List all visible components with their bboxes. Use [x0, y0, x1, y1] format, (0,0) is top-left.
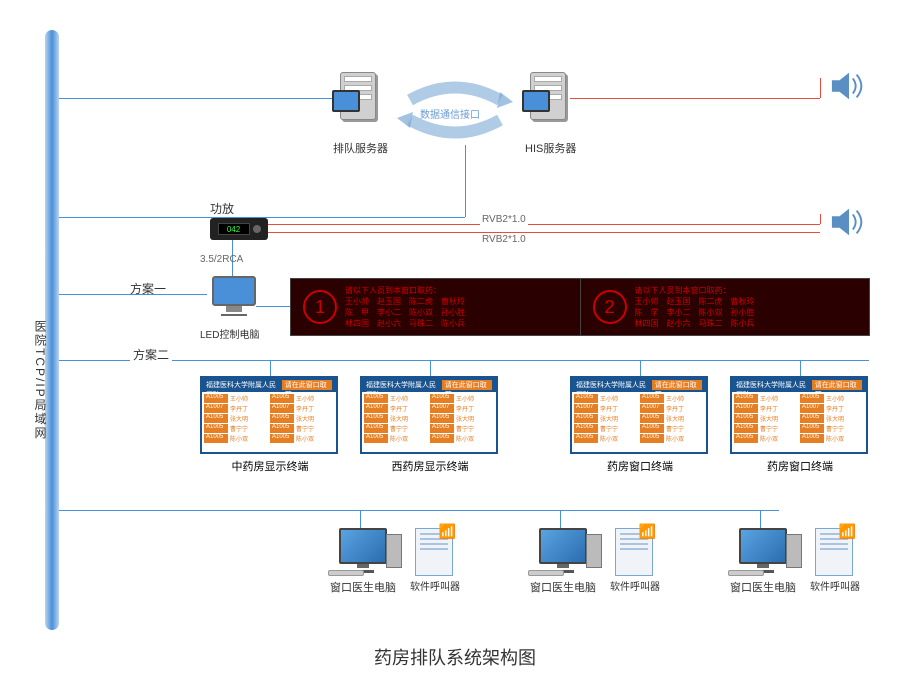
connector-audio — [268, 232, 820, 233]
queue-server — [340, 72, 390, 127]
connector — [256, 306, 290, 307]
terminal-label: 西药房显示终端 — [360, 458, 500, 474]
term-col: A1005王小帅A1007李丹丁A1005张大明A1005曹宁宁A1005陈小双 — [270, 394, 334, 444]
amp-label: 功放 — [210, 200, 234, 217]
term-col: A1005王小帅A1007李丹丁A1005张大明A1005曹宁宁A1005陈小双 — [574, 394, 638, 444]
terminal-1: 福建医科大学附属人民医院请在此窗口取药 A1005王小帅A1007李丹丁A100… — [200, 376, 340, 468]
connector — [59, 510, 779, 511]
software-caller-3: 📶 软件呼叫器 — [810, 528, 858, 593]
connector — [560, 510, 561, 528]
terminal-label: 中药房显示终端 — [200, 458, 340, 474]
amp-display: 042 — [218, 223, 250, 235]
diagram-title: 药房排队系统架构图 — [0, 644, 910, 670]
led-section-2: 2 请以下人员到本窗口取药： 王小帅 赵玉国 陈二虎 曹秋玲 陈 学 李小二 陈… — [581, 279, 870, 335]
data-link-label: 数据通信接口 — [420, 106, 480, 121]
terminal-label: 药房窗口终端 — [570, 458, 710, 474]
amplifier: 042 — [210, 218, 268, 240]
software-caller-2: 📶 软件呼叫器 — [610, 528, 658, 593]
doctor-pc-1: 窗口医生电脑 — [318, 528, 408, 595]
amp-knob — [253, 225, 261, 233]
connector — [640, 360, 641, 376]
his-server — [530, 72, 580, 127]
connector-audio — [570, 98, 820, 99]
connector — [59, 98, 339, 99]
cable-label: RVB2*1.0 — [480, 234, 528, 245]
led-number: 1 — [303, 290, 337, 324]
queue-server-label: 排队服务器 — [333, 140, 388, 156]
connector-audio — [820, 214, 821, 224]
architecture-diagram: 医院TCP/IP局域网 排队服务器 HIS服务器 数据通信接口 功放 042 — [0, 0, 910, 688]
connector — [59, 360, 869, 361]
led-control-pc — [208, 276, 260, 324]
term-col: A1005王小帅A1007李丹丁A1005张大明A1005曹宁宁A1005陈小双 — [364, 394, 428, 444]
terminal-label: 药房窗口终端 — [730, 458, 870, 474]
term-col: A1005王小帅A1007李丹丁A1005张大明A1005曹宁宁A1005陈小双 — [204, 394, 268, 444]
term-col: A1005王小帅A1007李丹丁A1005张大明A1005曹宁宁A1005陈小双 — [430, 394, 494, 444]
doctor-pc-2: 窗口医生电脑 — [518, 528, 608, 595]
software-caller-1: 📶 软件呼叫器 — [410, 528, 458, 593]
rca-label: 3.5/2RCA — [200, 254, 243, 265]
led-pc-label: LED控制电脑 — [200, 326, 259, 341]
scheme1-label: 方案一 — [130, 280, 166, 297]
terminal-3: 福建医科大学附属人民医院请在此窗口取药 A1005王小帅A1007李丹丁A100… — [570, 376, 710, 468]
led-display-panel: 1 请以下人员到本窗口取药： 王小帅 赵玉国 陈二虎 曹秋玲 陈 甲 李小二 陈… — [290, 278, 870, 336]
led-section-1: 1 请以下人员到本窗口取药： 王小帅 赵玉国 陈二虎 曹秋玲 陈 甲 李小二 陈… — [291, 279, 581, 335]
speaker-icon — [830, 70, 868, 102]
connector — [760, 510, 761, 528]
connector-audio — [268, 224, 820, 225]
his-server-label: HIS服务器 — [525, 140, 576, 156]
terminal-4: 福建医科大学附属人民医院请在此窗口取药 A1005王小帅A1007李丹丁A100… — [730, 376, 870, 468]
connector — [430, 360, 431, 376]
led-text: 请以下人员到本窗口取药： 王小帅 赵玉国 陈二虎 曹秋玲 陈 学 李小二 陈小双… — [635, 285, 866, 329]
speaker-icon — [830, 206, 868, 238]
cable-label: RVB2*1.0 — [480, 214, 528, 225]
term-col: A1005王小帅A1007李丹丁A1005张大明A1005曹宁宁A1005陈小双 — [640, 394, 704, 444]
backbone-label: 医院TCP/IP局域网 — [32, 320, 49, 441]
scheme2-label: 方案二 — [130, 346, 172, 363]
connector — [360, 510, 361, 528]
term-col: A1005王小帅A1007李丹丁A1005张大明A1005曹宁宁A1005陈小双 — [800, 394, 864, 444]
connector — [800, 360, 801, 376]
connector — [465, 145, 466, 217]
led-number: 2 — [593, 290, 627, 324]
doctor-pc-3: 窗口医生电脑 — [718, 528, 808, 595]
connector-audio — [820, 78, 821, 98]
led-text: 请以下人员到本窗口取药： 王小帅 赵玉国 陈二虎 曹秋玲 陈 甲 李小二 陈小双… — [345, 285, 576, 329]
term-col: A1005王小帅A1007李丹丁A1005张大明A1005曹宁宁A1005陈小双 — [734, 394, 798, 444]
connector — [270, 360, 271, 376]
terminal-2: 福建医科大学附属人民医院请在此窗口取药 A1005王小帅A1007李丹丁A100… — [360, 376, 500, 468]
